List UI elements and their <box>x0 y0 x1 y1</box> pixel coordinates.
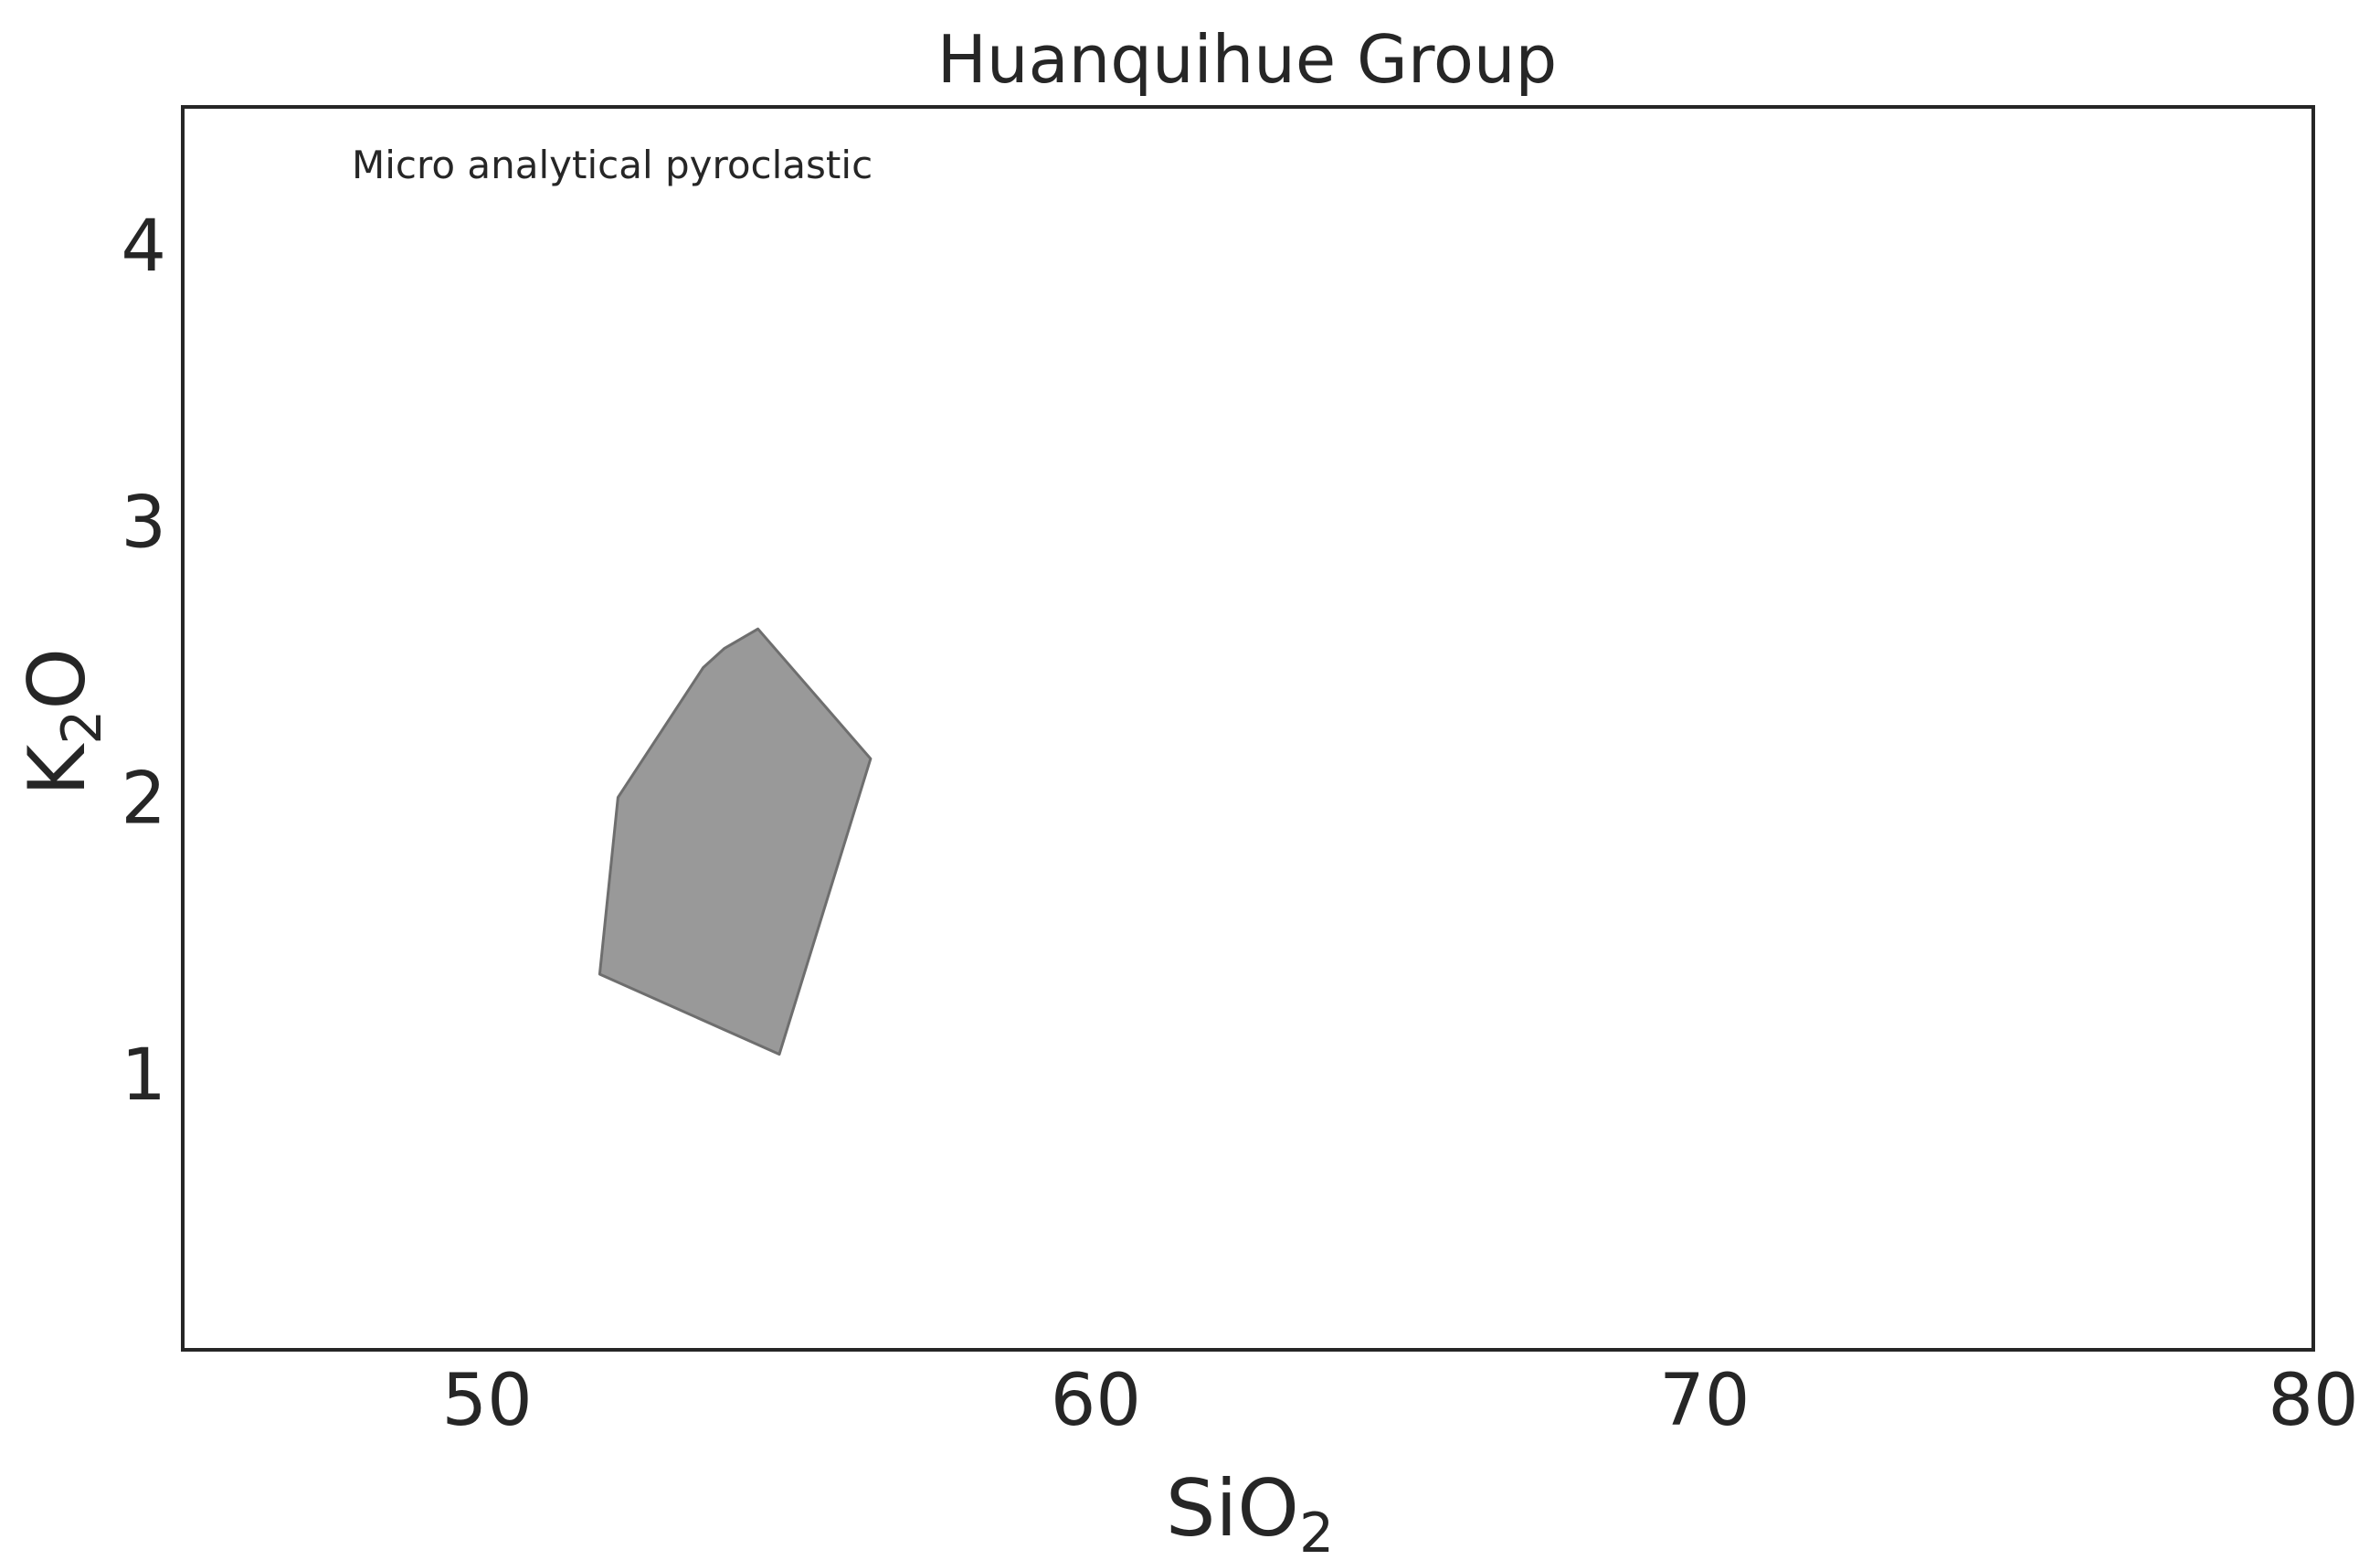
chart-title: Huanquihue Group <box>937 21 1558 98</box>
x-axis-label: SiO2 <box>1166 1463 1334 1560</box>
y-axis-ticks: 1 2 3 4 <box>121 206 166 1117</box>
annotation-label: Micro analytical pyroclastic <box>352 143 873 187</box>
y-axis-label: K2O <box>12 648 114 796</box>
x-axis-label-subscript: 2 <box>1299 1502 1334 1560</box>
plot-area: Micro analytical pyroclastic <box>181 105 2315 1352</box>
x-tick-label-50: 50 <box>442 1360 533 1442</box>
x-axis-ticks: 50 60 70 80 <box>442 1360 2359 1442</box>
y-axis-label-main: K <box>12 742 103 796</box>
data-polygon-1 <box>598 627 873 1056</box>
x-axis-label-main: SiO <box>1166 1463 1299 1555</box>
x-tick-label-60: 60 <box>1051 1360 1141 1442</box>
plot-frame <box>181 105 2315 1352</box>
y-axis-label-tail: O <box>12 648 103 710</box>
y-axis-label-subscript: 2 <box>50 710 114 745</box>
y-tick-label-2: 2 <box>121 759 166 841</box>
x-tick-label-70: 70 <box>1659 1360 1750 1442</box>
data-polygons <box>598 627 873 1056</box>
y-tick-label-1: 1 <box>121 1035 166 1117</box>
x-tick-label-80: 80 <box>2268 1360 2358 1442</box>
y-tick-label-4: 4 <box>121 206 166 288</box>
y-tick-label-3: 3 <box>121 482 166 564</box>
